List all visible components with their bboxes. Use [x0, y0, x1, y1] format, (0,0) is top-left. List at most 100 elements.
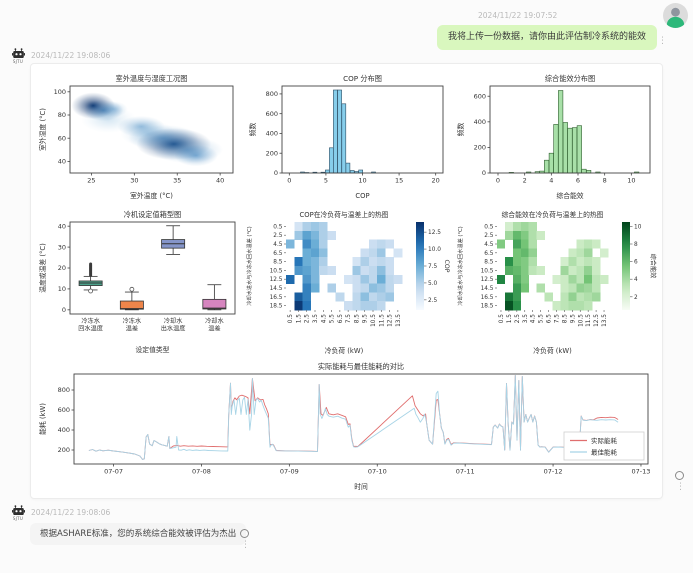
efficiency-heatmap: 0.52.54.56.58.510.512.514.516.518.50.5 1.… [456, 210, 657, 355]
svg-text:40: 40 [216, 177, 224, 185]
svg-text:12.5: 12.5 [594, 314, 600, 327]
svg-text:12.5: 12.5 [428, 230, 441, 236]
svg-text:7.5: 7.5 [428, 264, 438, 270]
svg-text:14.5: 14.5 [481, 286, 494, 292]
svg-text:冷冻水: 冷冻水 [81, 317, 100, 325]
svg-text:出水温度: 出水温度 [161, 325, 186, 333]
svg-text:5.5: 5.5 [539, 314, 545, 324]
svg-text:8: 8 [634, 242, 638, 248]
svg-text:0.5: 0.5 [484, 224, 494, 230]
svg-text:4: 4 [634, 277, 638, 283]
svg-text:冷冻水: 冷冻水 [123, 317, 142, 325]
svg-text:16.5: 16.5 [481, 295, 494, 301]
svg-text:18.5: 18.5 [270, 304, 283, 310]
svg-text:0.5: 0.5 [288, 314, 294, 324]
bot-label: SJTU [12, 516, 24, 521]
svg-text:8: 8 [603, 177, 607, 185]
svg-text:冷却水进水与冷冻水回水温差 (°C): 冷却水进水与冷冻水回水温差 (°C) [245, 226, 253, 305]
svg-text:8.5: 8.5 [484, 260, 494, 266]
svg-text:13.5: 13.5 [396, 314, 402, 327]
svg-text:400: 400 [266, 130, 278, 138]
svg-text:10: 10 [627, 177, 635, 185]
svg-text:0.5: 0.5 [499, 314, 505, 324]
bot-label: SJTU [12, 59, 24, 64]
svg-text:1.5: 1.5 [507, 314, 513, 324]
svg-text:40: 40 [58, 158, 66, 166]
robot-icon [11, 48, 25, 58]
svg-text:频数: 频数 [248, 123, 257, 137]
svg-text:温度或温差 (°C): 温度或温差 (°C) [38, 243, 47, 293]
svg-text:11.5: 11.5 [586, 314, 592, 327]
svg-text:2.5: 2.5 [428, 298, 438, 304]
svg-text:温差: 温差 [208, 325, 220, 333]
user-avatar[interactable] [663, 3, 688, 28]
bot2-timestamp: 2024/11/22 19:08:06 [31, 508, 111, 517]
svg-text:6.5: 6.5 [484, 251, 494, 257]
robot-icon [11, 505, 25, 515]
svg-text:10: 10 [634, 224, 642, 230]
svg-text:80: 80 [58, 111, 66, 119]
bot1-timestamp: 2024/11/22 19:08:06 [31, 51, 111, 60]
svg-text:0.5: 0.5 [273, 224, 283, 230]
svg-text:600: 600 [474, 92, 486, 100]
svg-text:COP在冷负荷与温差上的热图: COP在冷负荷与温差上的热图 [300, 210, 389, 219]
svg-text:2.5: 2.5 [515, 314, 521, 324]
svg-text:3.5: 3.5 [523, 314, 529, 324]
svg-text:频数: 频数 [456, 123, 465, 137]
svg-text:4.5: 4.5 [321, 314, 327, 324]
svg-text:07-13: 07-13 [632, 468, 651, 476]
svg-text:16.5: 16.5 [270, 295, 283, 301]
svg-text:实际能耗: 实际能耗 [591, 436, 618, 445]
svg-text:100: 100 [54, 88, 66, 96]
chiller-setpoint-boxplot: 冷冻水回水温度冷冻水温差冷却水出水温度冷却水温差010203040冷机设定值箱型… [38, 210, 236, 354]
svg-text:冷却水: 冷却水 [164, 317, 183, 325]
bot2-message-more-icon[interactable]: ⋮ [241, 540, 250, 550]
svg-text:10.5: 10.5 [481, 268, 494, 274]
bot1-message-more-icon[interactable]: ⋮ [676, 482, 685, 492]
svg-text:8.5: 8.5 [562, 314, 568, 324]
svg-text:25: 25 [87, 177, 95, 185]
svg-text:10.5: 10.5 [270, 268, 283, 274]
svg-text:3.5: 3.5 [313, 314, 319, 324]
svg-text:COP: COP [443, 260, 450, 273]
svg-text:冷负荷 (kW): 冷负荷 (kW) [325, 346, 364, 355]
svg-text:200: 200 [266, 149, 278, 157]
svg-text:07-07: 07-07 [104, 468, 123, 476]
svg-text:室外温度与湿度工况图: 室外温度与湿度工况图 [116, 74, 188, 83]
svg-text:600: 600 [266, 110, 278, 118]
svg-text:800: 800 [58, 386, 70, 394]
svg-text:07-08: 07-08 [192, 468, 211, 476]
svg-text:4.5: 4.5 [273, 242, 283, 248]
svg-text:0: 0 [287, 177, 291, 185]
loading-spinner [240, 529, 249, 538]
svg-text:5: 5 [324, 177, 328, 185]
svg-text:11.5: 11.5 [379, 314, 385, 327]
svg-text:5.5: 5.5 [330, 314, 336, 324]
svg-text:07-09: 07-09 [280, 468, 299, 476]
svg-text:4: 4 [549, 177, 553, 185]
svg-text:COP: COP [355, 192, 369, 200]
svg-text:18.5: 18.5 [481, 304, 494, 310]
svg-text:10: 10 [358, 177, 366, 185]
svg-text:10.5: 10.5 [578, 314, 584, 327]
svg-text:400: 400 [58, 426, 70, 434]
svg-text:综合能效: 综合能效 [649, 254, 657, 279]
svg-text:2.5: 2.5 [273, 233, 283, 239]
svg-text:800: 800 [266, 90, 278, 98]
user-message-more-icon[interactable]: ⋮ [658, 36, 667, 46]
svg-text:0: 0 [482, 169, 486, 177]
bot-avatar: SJTU [10, 48, 26, 64]
bot-message-bubble: 根据ASHARE标准，您的系统综合能效被评估为杰出 [30, 523, 247, 546]
bot-message-header: SJTU 2024/11/22 19:08:06 [10, 48, 110, 64]
svg-text:设定值类型: 设定值类型 [136, 345, 170, 354]
svg-text:COP 分布图: COP 分布图 [343, 74, 382, 83]
loading-spinner [675, 471, 684, 480]
svg-text:2: 2 [634, 295, 638, 301]
svg-text:13.5: 13.5 [602, 314, 608, 327]
svg-text:综合能效分布图: 综合能效分布图 [545, 74, 595, 83]
svg-text:2.5: 2.5 [484, 233, 494, 239]
svg-text:综合能效: 综合能效 [556, 191, 583, 200]
